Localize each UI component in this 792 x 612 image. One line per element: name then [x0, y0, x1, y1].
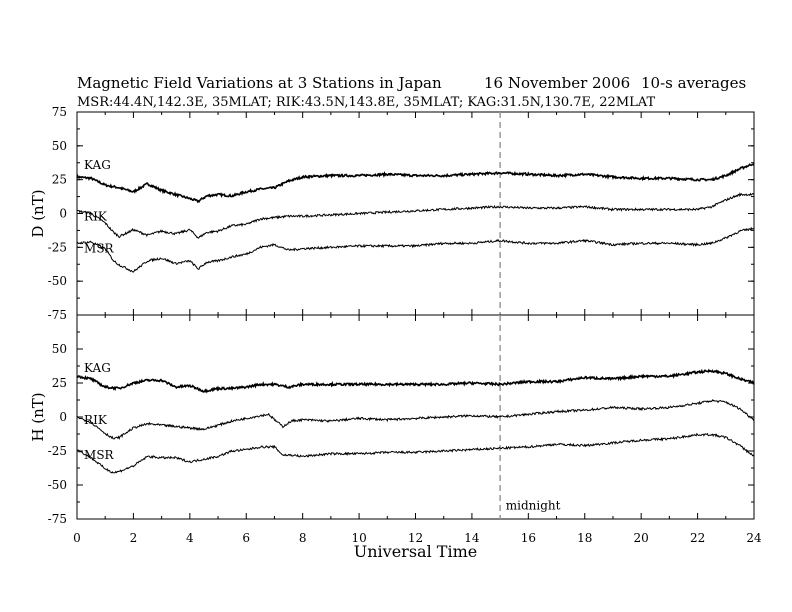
annotation-label: midnight: [506, 498, 561, 512]
y-tick-label: 25: [52, 376, 67, 390]
series-line-msr: [76, 432, 755, 474]
x-tick-label: 20: [634, 531, 649, 545]
x-tick-label: 14: [464, 531, 480, 545]
x-tick-label: 0: [73, 531, 81, 545]
x-tick-label: 8: [299, 531, 307, 545]
stations-line: MSR:44.4N,142.3E, 35MLAT; RIK:43.5N,143.…: [77, 95, 655, 110]
series-line-kag: [76, 163, 755, 204]
y-tick-label: -75: [48, 512, 67, 526]
y-tick-label: -25: [48, 240, 67, 254]
series-line-rik: [76, 192, 755, 239]
panel-frame: [76, 314, 755, 520]
panel-frame: [76, 111, 755, 316]
y-tick-label: 25: [52, 173, 67, 187]
y-tick-label: 75: [52, 105, 67, 119]
y-tick-label: -50: [48, 274, 67, 288]
y-tick-label: -75: [48, 308, 67, 322]
x-tick-label: 6: [242, 531, 250, 545]
y-tick-label: 50: [52, 342, 67, 356]
chart-title: Magnetic Field Variations at 3 Stations …: [77, 74, 442, 92]
annotation-label: KAG: [84, 361, 111, 375]
series-line-msr: [76, 226, 755, 273]
x-tick-label: 10: [351, 531, 366, 545]
x-tick-label: 4: [186, 531, 194, 545]
x-tick-label: 24: [746, 531, 762, 545]
annotation-label: RIK: [84, 413, 108, 427]
x-tick-label: 16: [521, 531, 536, 545]
series-line-rik: [76, 398, 755, 441]
y-axis-label: D (nT): [29, 189, 47, 237]
x-tick-label: 12: [408, 531, 423, 545]
panel-1: -75 -50 -25 0 25 50 75 D (nT) KAG RIK MSR: [29, 105, 755, 322]
x-axis-label: Universal Time: [354, 542, 477, 561]
x-tick-label: 18: [577, 531, 592, 545]
y-tick-label: -50: [48, 478, 67, 492]
y-tick-label: -25: [48, 444, 67, 458]
chart-date: 16 November 2006: [484, 74, 630, 92]
annotation-label: MSR: [84, 448, 115, 462]
annotation-label: RIK: [84, 209, 108, 223]
series-line-kag: [76, 368, 755, 394]
y-tick-label: 0: [59, 207, 67, 221]
y-axis-label: H (nT): [29, 392, 47, 441]
annotation-label: MSR: [84, 242, 115, 256]
y-tick-label: 50: [52, 139, 67, 153]
chart-averaging: 10-s averages: [641, 74, 746, 92]
annotation-label: KAG: [84, 158, 111, 172]
y-tick-label: 0: [59, 410, 67, 424]
x-tick-label: 22: [690, 531, 705, 545]
x-tick-label: 2: [130, 531, 138, 545]
chart-panels: -75 -50 -25 0 25 50 75 D (nT) KAG RIK MSR -75 -50 -25…: [29, 105, 762, 561]
